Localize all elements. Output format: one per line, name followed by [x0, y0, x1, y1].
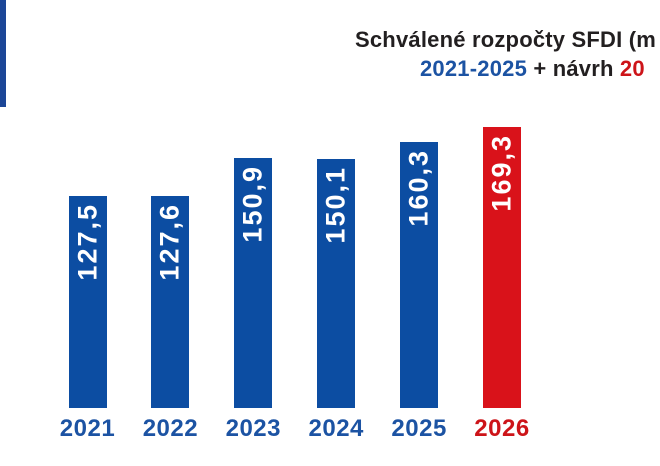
bar-value-label: 127,6 — [154, 203, 185, 281]
x-axis-label-2021: 2021 — [59, 415, 116, 442]
chart-title-line2: 2021-2025 + návrh 20 — [420, 56, 645, 82]
title-fragment: 20 — [619, 56, 645, 81]
bar-2024: 150,1 — [317, 158, 356, 408]
bar-value-label: 169,3 — [486, 133, 517, 212]
chart-title-line1: Schválené rozpočty SFDI (m — [355, 27, 657, 52]
left-edge-accent-bar — [0, 0, 6, 107]
bar-value-label: 150,9 — [237, 164, 268, 243]
bar-value-label: 127,5 — [72, 203, 102, 281]
bar-2026: 169,3 — [483, 126, 521, 408]
bar-value-label: 150,1 — [320, 165, 351, 244]
x-axis-label-2022: 2022 — [142, 415, 199, 442]
title-fragment: + návrh — [527, 56, 620, 81]
x-axis-label-2023: 2023 — [225, 415, 281, 442]
bar-2022: 127,6 — [151, 196, 190, 408]
x-axis-label-2024: 2024 — [308, 415, 364, 442]
bar-value-label: 160,3 — [403, 148, 434, 227]
x-axis-label-2026: 2026 — [474, 415, 530, 442]
x-axis-label-2025: 2025 — [391, 415, 447, 442]
bar-2023: 150,9 — [234, 157, 273, 408]
title-fragment: 2021-2025 — [420, 56, 528, 81]
bar-2021: 127,5 — [68, 196, 107, 408]
bar-2025: 160,3 — [400, 141, 439, 408]
